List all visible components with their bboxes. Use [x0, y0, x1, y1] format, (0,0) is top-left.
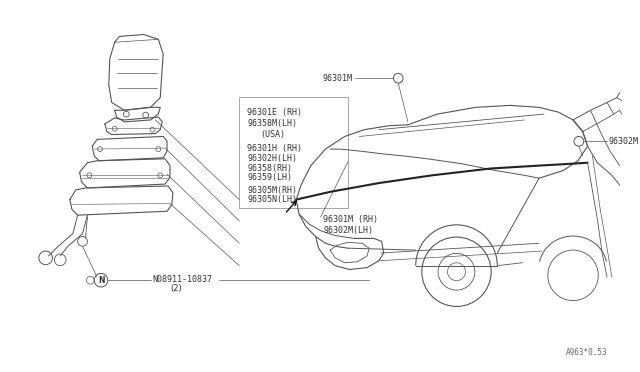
Text: N: N [98, 276, 104, 285]
Text: A963*0.53: A963*0.53 [565, 348, 607, 357]
Text: 96302M(LH): 96302M(LH) [323, 226, 373, 235]
Text: N08911-10837: N08911-10837 [152, 275, 212, 284]
Text: 96301H (RH): 96301H (RH) [247, 144, 302, 153]
Text: 96358(RH): 96358(RH) [247, 164, 292, 173]
Text: 96301E (RH): 96301E (RH) [247, 108, 302, 118]
Text: 96359(LH): 96359(LH) [247, 173, 292, 182]
Text: (USA): (USA) [260, 131, 285, 140]
Text: 96301M: 96301M [323, 74, 353, 83]
Text: 96301M (RH): 96301M (RH) [323, 215, 378, 224]
Text: 96305N(LH): 96305N(LH) [247, 195, 297, 205]
Text: (2): (2) [170, 285, 182, 294]
Text: 96302M: 96302M [609, 137, 639, 146]
Text: 96358M(LH): 96358M(LH) [247, 119, 297, 128]
Text: 96302H(LH): 96302H(LH) [247, 154, 297, 163]
Text: 96305M(RH): 96305M(RH) [247, 186, 297, 195]
Bar [239, 97, 348, 208]
